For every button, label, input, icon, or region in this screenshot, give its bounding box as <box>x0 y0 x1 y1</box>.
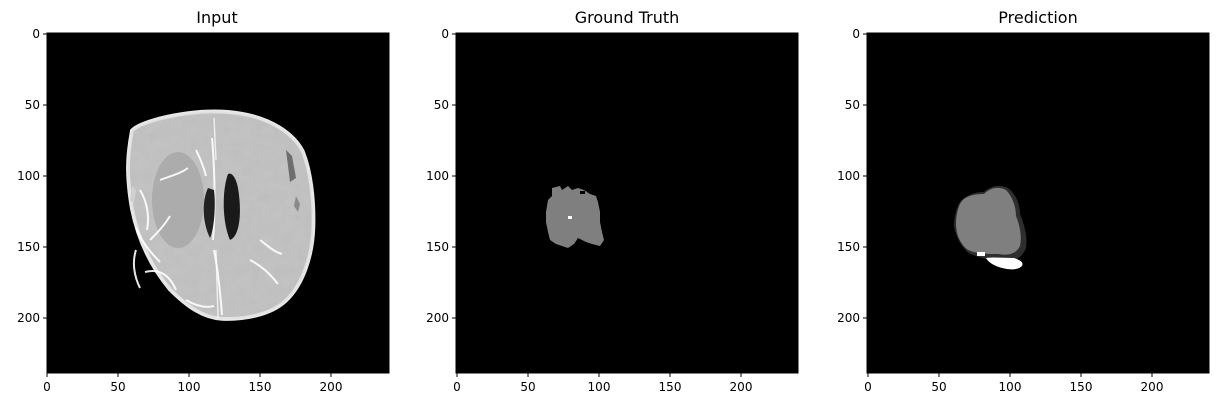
skull-fragment-right-lower <box>294 196 300 212</box>
x-axis-prediction: 0 50 100 150 200 <box>864 373 1163 394</box>
y-tick-label: 50 <box>25 98 40 112</box>
x-tick-label: 150 <box>659 380 682 394</box>
x-tick-label: 50 <box>520 380 535 394</box>
enhancing-tumor-pred <box>986 257 1023 270</box>
panel-prediction: Prediction 0 50 100 150 200 <box>837 8 1210 394</box>
skull-fragment-left <box>130 186 136 204</box>
y-tick-label: 0 <box>852 27 860 41</box>
y-axis-ground-truth: 0 50 100 150 200 <box>426 27 456 325</box>
tumor-region-gt <box>546 186 604 248</box>
y-tick-label: 150 <box>17 240 40 254</box>
y-tick-label: 200 <box>17 311 40 325</box>
x-tick-label: 100 <box>588 380 611 394</box>
prediction-mask <box>954 185 1027 270</box>
panel-title-ground-truth: Ground Truth <box>575 8 680 27</box>
x-tick-label: 100 <box>999 380 1022 394</box>
left-ventricle <box>203 188 215 238</box>
x-axis-input: 0 50 100 150 200 <box>43 373 342 394</box>
x-tick-label: 200 <box>1141 380 1164 394</box>
tumor-gap-gt <box>580 191 585 194</box>
y-tick-label: 150 <box>426 240 449 254</box>
left-hemisphere-region <box>152 152 204 248</box>
panel-input: Input <box>17 8 390 394</box>
x-tick-label: 50 <box>931 380 946 394</box>
skull-fragment-right <box>286 150 296 182</box>
y-tick-label: 200 <box>837 311 860 325</box>
x-tick-label: 50 <box>110 380 125 394</box>
brain-scan <box>126 109 316 321</box>
y-tick-label: 50 <box>434 98 449 112</box>
axes-frame-prediction <box>866 32 1210 374</box>
x-tick-label: 0 <box>43 380 51 394</box>
ground-truth-mask <box>546 186 604 248</box>
y-axis-input: 0 50 100 150 200 <box>17 27 47 325</box>
y-tick-label: 0 <box>32 27 40 41</box>
x-tick-label: 0 <box>453 380 461 394</box>
right-ventricle <box>223 173 240 240</box>
y-tick-label: 100 <box>426 169 449 183</box>
axes-frame-input <box>46 32 390 374</box>
midline <box>213 117 219 319</box>
x-tick-label: 200 <box>730 380 753 394</box>
y-tick-label: 50 <box>845 98 860 112</box>
y-tick-label: 150 <box>837 240 860 254</box>
x-tick-label: 150 <box>249 380 272 394</box>
x-tick-label: 200 <box>320 380 343 394</box>
y-axis-prediction: 0 50 100 150 200 <box>837 27 867 325</box>
tumor-core-gt <box>568 216 572 219</box>
y-tick-label: 200 <box>426 311 449 325</box>
y-tick-label: 100 <box>837 169 860 183</box>
image-frame-ground-truth <box>456 33 798 373</box>
panel-title-prediction: Prediction <box>998 8 1077 27</box>
panel-title-input: Input <box>196 8 237 27</box>
x-tick-label: 100 <box>178 380 201 394</box>
panel-ground-truth: Ground Truth 0 50 100 150 200 0 <box>426 8 799 394</box>
x-axis-ground-truth: 0 50 100 150 200 <box>453 373 752 394</box>
image-frame-prediction <box>867 33 1209 373</box>
x-tick-label: 150 <box>1070 380 1093 394</box>
y-tick-label: 100 <box>17 169 40 183</box>
axes-frame-ground-truth <box>455 32 799 374</box>
vessel-lines <box>132 137 283 316</box>
enhancing-spot-pred <box>977 252 985 256</box>
y-tick-label: 0 <box>441 27 449 41</box>
tumor-region-pred <box>956 187 1021 255</box>
x-tick-label: 0 <box>864 380 872 394</box>
